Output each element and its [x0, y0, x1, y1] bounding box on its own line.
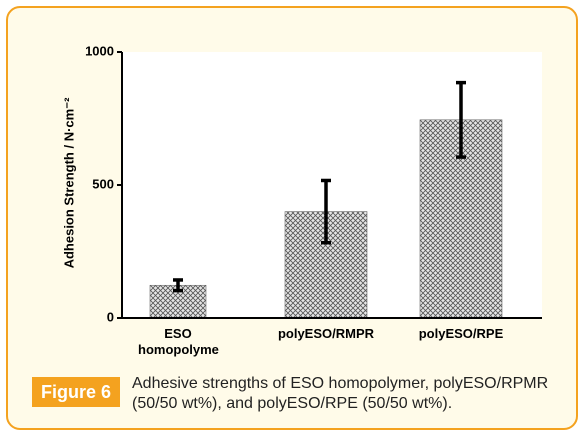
figure-caption: Adhesive strengths of ESO homopolymer, p… [132, 375, 549, 412]
x-tick-label: ESO homopolyme [138, 326, 219, 357]
y-tick-label: 1000 [85, 43, 114, 58]
y-axis-label: Adhesion Strength / N·cm⁻² [61, 97, 76, 268]
figure-label: Figure 6 [32, 377, 120, 407]
error-bar [173, 278, 183, 293]
x-tick-label: polyESO/RPE [418, 326, 504, 341]
x-tick-label: polyESO/RMPR [277, 326, 375, 341]
error-bar [321, 178, 331, 245]
figure-frame: Adhesion Strength / N·cm⁻² 0 500 1000 Figu… [6, 6, 578, 430]
y-tick-label: 500 [92, 176, 114, 191]
chart: Adhesion Strength / N·cm⁻² 0 500 1000 [61, 43, 542, 324]
error-bar [456, 80, 466, 159]
y-tick-label: 0 [107, 309, 114, 324]
